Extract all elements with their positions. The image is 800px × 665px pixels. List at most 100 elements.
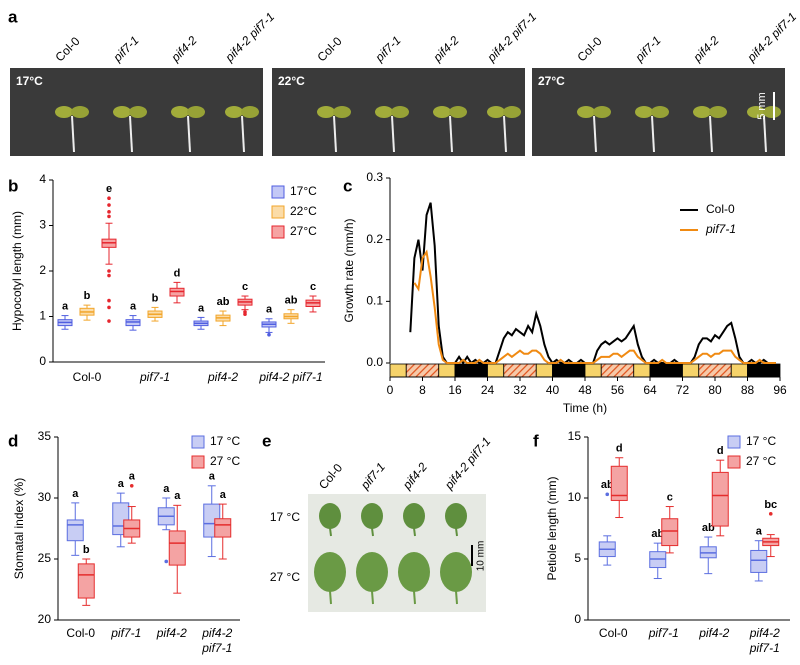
- temperature-label: 27°C: [538, 74, 565, 88]
- seedling-leaf: [747, 106, 765, 118]
- leaf: [356, 552, 388, 592]
- seedling-leaf: [763, 106, 781, 118]
- genotype-label: pif4-2 pif7-1: [484, 10, 539, 65]
- seedling-stem: [129, 115, 133, 153]
- legend-label: 22°C: [290, 204, 317, 218]
- petiole: [329, 527, 332, 537]
- light-period: [438, 363, 456, 378]
- light-period: [747, 363, 781, 378]
- x-tick-label: pif4-2 pif7-1: [258, 370, 322, 384]
- seedling-leaf: [225, 106, 243, 118]
- legend-swatch: [271, 185, 285, 199]
- significance-letter: e: [106, 183, 112, 195]
- significance-letter: c: [242, 281, 248, 293]
- significance-letter: a: [130, 300, 137, 312]
- y-tick-label: 2: [39, 263, 46, 277]
- outlier: [107, 196, 111, 200]
- x-tick-label: pif7-1: [749, 641, 780, 655]
- x-tick-label: pif4-2: [201, 626, 232, 640]
- outlier: [107, 203, 111, 207]
- significance-letter: c: [310, 281, 316, 293]
- seedling-stem: [503, 115, 507, 153]
- seedling-stem: [763, 115, 767, 153]
- legend-swatch: [727, 435, 741, 449]
- x-tick-label: 88: [741, 383, 755, 397]
- outlier: [243, 310, 247, 314]
- genotype-label: pif4-2: [399, 460, 430, 493]
- petiole: [371, 590, 374, 605]
- y-axis-label: Stomatal index (%): [12, 478, 26, 579]
- legend-label: 27°C: [290, 224, 317, 238]
- outlier: [267, 332, 271, 337]
- x-axis-label: Time (h): [563, 401, 607, 415]
- box: [214, 518, 232, 538]
- light-period: [389, 363, 407, 378]
- petiole: [413, 527, 416, 537]
- legend-label: 17 °C: [746, 434, 776, 448]
- seedling-leaf: [71, 106, 89, 118]
- seedling-stem: [71, 115, 75, 153]
- legend-label: 27 °C: [210, 454, 240, 468]
- x-tick-label: pif7-1: [110, 626, 141, 640]
- leaf: [403, 503, 425, 529]
- temperature-label: 17 °C: [270, 510, 300, 524]
- significance-letter: c: [667, 491, 673, 503]
- seedling-leaf: [171, 106, 189, 118]
- significance-letter: a: [163, 483, 170, 495]
- legend-label: pif7-1: [705, 222, 736, 236]
- x-tick-label: 96: [773, 383, 787, 397]
- significance-letter: a: [118, 478, 125, 490]
- scale-bar-label: 10 mm: [476, 541, 487, 572]
- seedling-leaf: [333, 106, 351, 118]
- significance-letter: b: [152, 292, 159, 304]
- x-tick-label: 24: [481, 383, 495, 397]
- seedling-stem: [449, 115, 453, 153]
- box: [77, 563, 95, 599]
- seedling-stem: [333, 115, 337, 153]
- y-tick-label: 0: [574, 612, 581, 626]
- light-period: [487, 363, 505, 378]
- outlier: [107, 269, 111, 273]
- light-period: [682, 363, 700, 378]
- seedling-leaf: [577, 106, 595, 118]
- seedling-leaf: [129, 106, 147, 118]
- x-tick-label: 40: [546, 383, 560, 397]
- y-tick-label: 30: [38, 490, 52, 504]
- leaf: [319, 503, 341, 529]
- significance-letter: ab: [217, 296, 230, 308]
- temperature-label: 22°C: [278, 74, 305, 88]
- box: [168, 530, 186, 566]
- genotype-label: pif4-2: [430, 33, 462, 65]
- light-period: [584, 363, 602, 378]
- seedling-leaf: [635, 106, 653, 118]
- x-tick-label: 72: [676, 383, 690, 397]
- y-tick-label: 20: [38, 612, 52, 626]
- petiole: [329, 590, 332, 605]
- seedling-leaf: [55, 106, 73, 118]
- significance-letter: bc: [764, 499, 777, 511]
- legend-label: Col-0: [706, 202, 735, 216]
- genotype-label: pif7-1: [372, 33, 404, 65]
- legend-label: 17 °C: [210, 434, 240, 448]
- seedling-stem: [187, 115, 191, 153]
- seedling-leaf: [503, 106, 521, 118]
- seedling-leaf: [317, 106, 335, 118]
- seedling-leaf: [487, 106, 505, 118]
- significance-letter: a: [220, 489, 227, 501]
- seedling-leaf: [375, 106, 393, 118]
- outlier: [107, 319, 111, 323]
- seedling-leaf: [433, 106, 451, 118]
- significance-letter: d: [174, 267, 181, 279]
- significance-letter: a: [209, 471, 216, 483]
- petiole: [455, 590, 458, 605]
- x-tick-label: pif4-2: [698, 626, 729, 640]
- seedling-stem: [709, 115, 713, 153]
- y-tick-label: 1: [39, 309, 46, 323]
- x-tick-label: 80: [708, 383, 722, 397]
- seedling-leaf: [391, 106, 409, 118]
- light-period: [649, 363, 683, 378]
- y-axis-label: Petiole length (mm): [545, 476, 559, 580]
- outlier: [107, 305, 111, 310]
- light-period: [730, 363, 748, 378]
